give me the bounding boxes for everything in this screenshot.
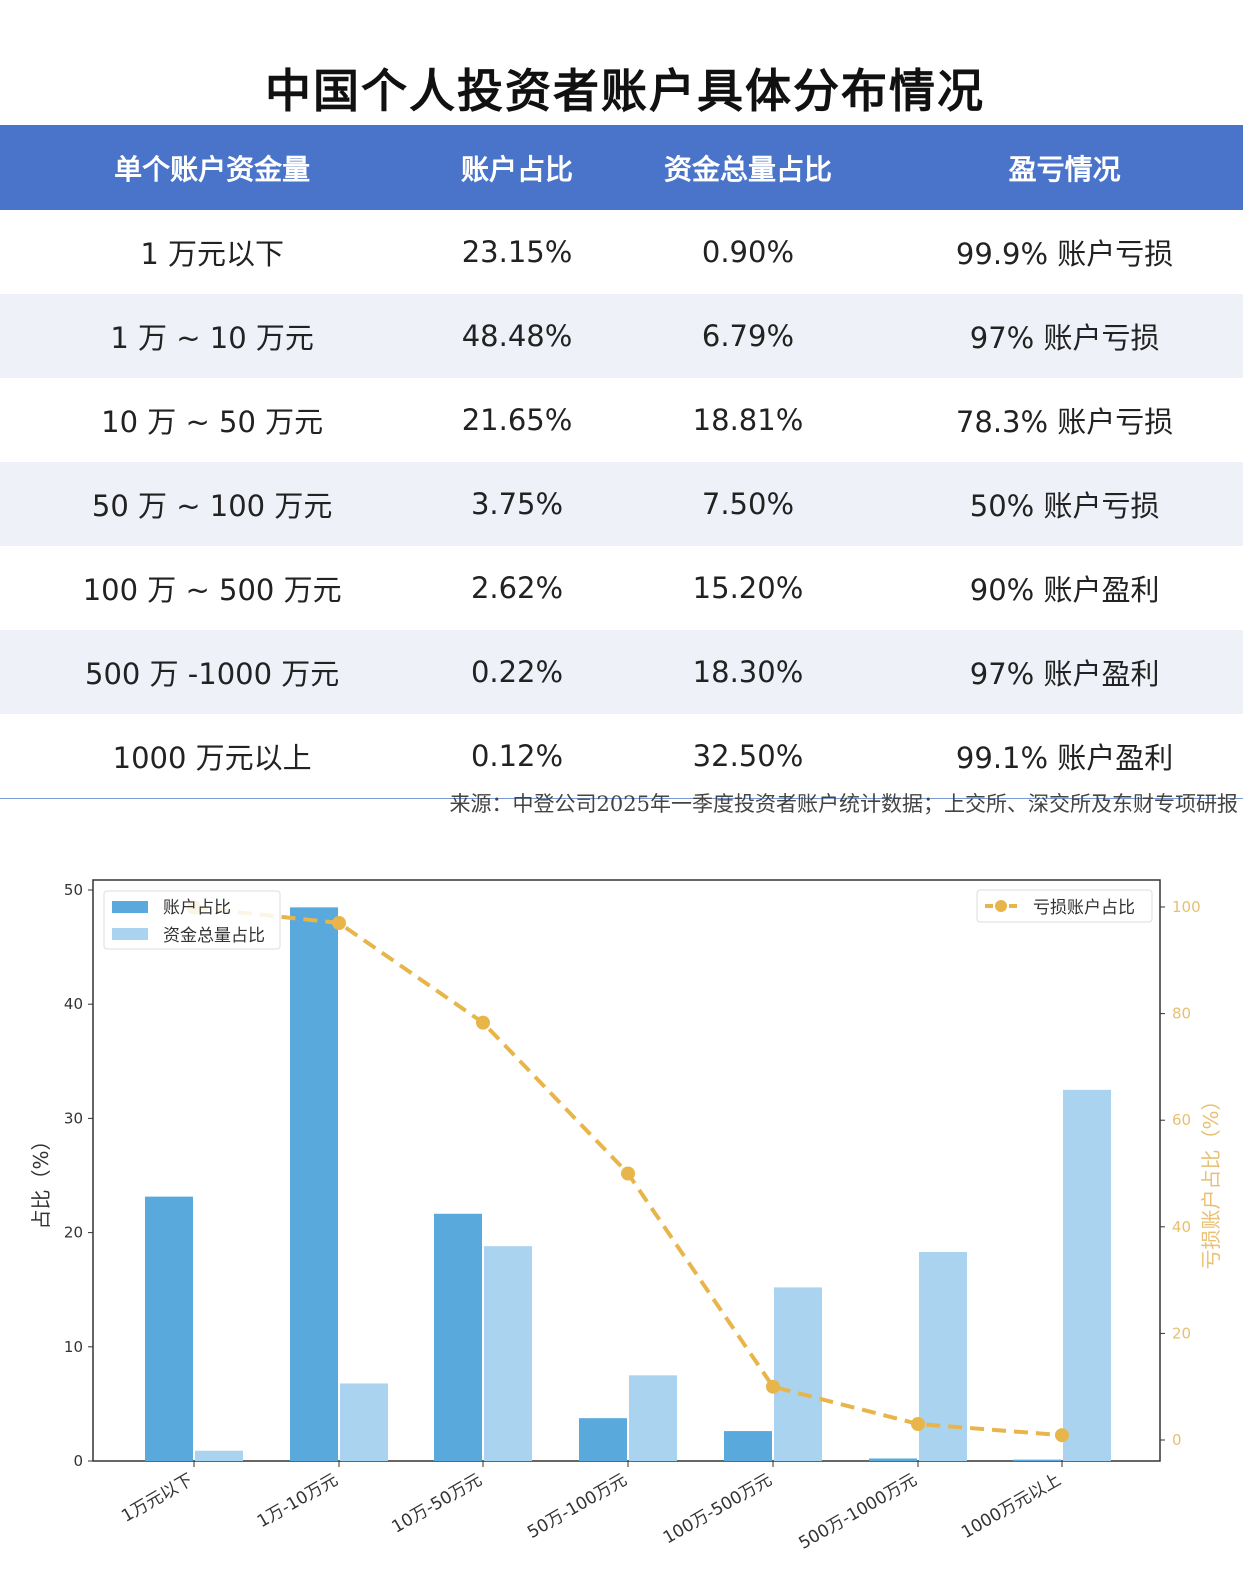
table-cell: 18.81%: [692, 403, 804, 437]
table-row: 10 万 ~ 50 万元 21.65% 18.81% 78.3% 账户亏损: [0, 378, 1243, 462]
legend-swatch: [112, 901, 148, 913]
page-title: 中国个人投资者账户具体分布情况: [265, 64, 985, 118]
table-cell: 100 万 ~ 500 万元: [82, 573, 342, 607]
y-tick-label: 10: [64, 1338, 83, 1356]
x-tick-label: 1万元以下: [118, 1470, 196, 1527]
table-cell: 18.30%: [609, 630, 887, 714]
y-tick-label: 20: [64, 1224, 83, 1242]
line-point: [476, 1015, 490, 1030]
column-header: 盈亏情况: [886, 125, 1243, 210]
bar-account-share: [869, 1458, 917, 1461]
table-cell: 1 万元以下: [140, 237, 284, 271]
table-cell: 50 万 ~ 100 万元: [0, 462, 425, 546]
table-cell: 99.9% 账户亏损: [955, 237, 1174, 271]
line-point: [1055, 1428, 1069, 1443]
table-cell: 21.65%: [461, 403, 573, 437]
source-note: 来源：中登公司2025年一季度投资者账户统计数据；上交所、深交所及东财专项研报: [449, 792, 1238, 816]
x-tick-label: 1000万元以上: [958, 1470, 1064, 1543]
table-cell: 99.1% 账户盈利: [955, 741, 1174, 775]
table-cell: 0.12%: [470, 739, 564, 773]
table-cell: 0.90%: [701, 235, 795, 269]
y-tick-label: 0: [73, 1452, 83, 1470]
table-cell: 6.79%: [609, 294, 887, 378]
table-row: 100 万 ~ 500 万元 2.62% 15.20% 90% 账户盈利: [0, 546, 1243, 630]
legend-right: [976, 889, 1153, 923]
table-cell: 3.75%: [424, 462, 610, 546]
bar-account-share: [579, 1418, 627, 1461]
table-cell: 10 万 ~ 50 万元: [101, 405, 324, 439]
line-point: [332, 915, 346, 930]
y-axis-label: 占比（%）: [29, 1130, 53, 1229]
bar-account-share: [290, 907, 338, 1461]
table-cell: 7.50%: [609, 462, 887, 546]
bar-account-share: [724, 1431, 772, 1461]
bar-capital-share: [1063, 1089, 1111, 1461]
column-header: 账户占比: [424, 125, 610, 210]
y-tick-label: 50: [64, 881, 83, 899]
y2-axis-label: 亏损账户占比（%）: [1199, 1090, 1223, 1269]
y-tick-label: 30: [64, 1109, 83, 1127]
bar-capital-share: [340, 1383, 388, 1461]
column-header: 资金总量占比: [609, 125, 887, 210]
y2-tick-label: 60: [1172, 1111, 1191, 1129]
table-row: 1 万 ~ 10 万元 48.48% 6.79% 97% 账户亏损: [0, 294, 1243, 378]
table-cell: 2.62%: [470, 571, 564, 605]
y2-tick-label: 20: [1172, 1324, 1191, 1342]
y2-tick-label: 40: [1172, 1218, 1191, 1236]
x-tick-label: 100万-500万元: [660, 1470, 776, 1548]
line-point: [621, 1166, 635, 1181]
bar-capital-share: [629, 1375, 677, 1461]
table-cell: 0.22%: [424, 630, 610, 714]
table-cell: 50% 账户亏损: [886, 462, 1243, 546]
bar-capital-share: [484, 1246, 532, 1461]
line-point: [911, 1417, 925, 1432]
x-tick-label: 10万-50万元: [389, 1470, 486, 1538]
bar-capital-share: [919, 1252, 967, 1461]
y2-tick-label: 80: [1172, 1005, 1191, 1023]
legend-label: 账户占比: [163, 898, 231, 918]
x-tick-label: 50万-100万元: [524, 1470, 630, 1543]
x-tick-label: 1万-10万元: [254, 1470, 342, 1532]
line-point: [766, 1379, 780, 1394]
table-row: 1000 万元以上 0.12% 32.50% 99.1% 账户盈利: [0, 714, 1243, 799]
legend-swatch: [112, 928, 148, 940]
bar-account-share: [434, 1213, 482, 1461]
table-cell: 48.48%: [424, 294, 610, 378]
table-cell: 15.20%: [692, 571, 804, 605]
y2-tick-label: 0: [1172, 1431, 1182, 1449]
table-cell: 23.15%: [461, 235, 573, 269]
bar-account-share: [1013, 1459, 1061, 1461]
table-row: 1 万元以下 23.15% 0.90% 99.9% 账户亏损: [0, 210, 1243, 294]
column-header: 单个账户资金量: [0, 125, 425, 210]
table-cell: 97% 账户亏损: [886, 294, 1243, 378]
table-cell: 500 万 -1000 万元: [0, 630, 425, 714]
legend-marker: [995, 900, 1007, 912]
x-tick-label: 500万-1000万元: [795, 1470, 920, 1554]
table-cell: 90% 账户盈利: [969, 573, 1160, 607]
table-row: 50 万 ~ 100 万元 3.75% 7.50% 50% 账户亏损: [0, 462, 1243, 546]
y2-tick-label: 100: [1172, 898, 1201, 916]
table-cell: 32.50%: [692, 739, 804, 773]
table-cell: 78.3% 账户亏损: [955, 405, 1174, 439]
bar-capital-share: [195, 1450, 243, 1461]
legend-label: 亏损账户占比: [1033, 898, 1135, 918]
y-tick-label: 40: [64, 995, 83, 1013]
table-row: 500 万 -1000 万元 0.22% 18.30% 97% 账户盈利: [0, 630, 1243, 714]
legend-label: 资金总量占比: [163, 926, 265, 946]
bar-account-share: [145, 1196, 193, 1461]
table-cell: 1000 万元以上: [112, 741, 312, 775]
distribution-table: 单个账户资金量 账户占比 资金总量占比 盈亏情况 1 万元以下 23.15% 0.90% 9…: [0, 125, 1243, 799]
table-cell: 1 万 ~ 10 万元: [0, 294, 425, 378]
table-cell: 97% 账户盈利: [886, 630, 1243, 714]
bar-capital-share: [774, 1287, 822, 1461]
